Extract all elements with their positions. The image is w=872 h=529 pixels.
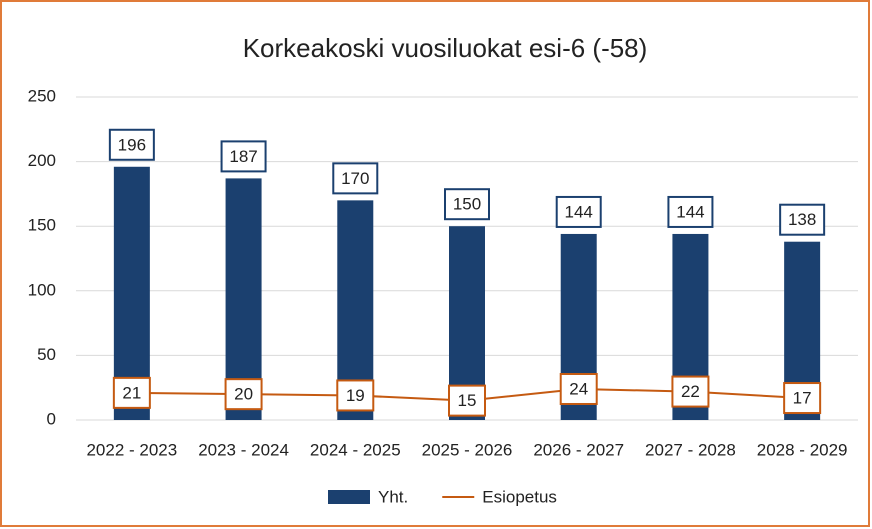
data-label-box [555, 195, 602, 228]
data-label: 187 [229, 147, 257, 166]
x-tick-label: 2027 - 2028 [645, 440, 736, 459]
y-tick-label: 50 [37, 345, 56, 364]
y-tick-label: 200 [28, 151, 56, 170]
data-label: 15 [458, 391, 477, 410]
chart-title: Korkeakoski vuosiluokat esi-6 (-58) [243, 33, 648, 63]
data-label: 22 [681, 382, 700, 401]
data-label: 21 [122, 383, 141, 402]
data-label: 170 [341, 169, 369, 188]
legend-label: Esiopetus [482, 487, 557, 506]
data-label: 24 [569, 379, 588, 398]
data-label-box [444, 188, 490, 221]
x-tick-label: 2026 - 2027 [533, 440, 624, 459]
data-label: 196 [118, 135, 146, 154]
x-tick-label: 2025 - 2026 [422, 440, 513, 459]
legend-swatch [328, 490, 370, 504]
x-tick-label: 2022 - 2023 [86, 440, 177, 459]
data-label-box [667, 195, 714, 228]
y-tick-label: 250 [28, 86, 56, 105]
x-tick-label: 2024 - 2025 [310, 440, 401, 459]
data-label-box [112, 376, 151, 409]
data-label-box [779, 203, 826, 236]
data-label-box [108, 128, 155, 161]
data-label: 150 [453, 195, 481, 214]
data-label-box [448, 384, 486, 417]
x-tick-label: 2023 - 2024 [198, 440, 289, 459]
x-tick-label: 2028 - 2029 [757, 440, 848, 459]
data-label: 19 [346, 386, 365, 405]
data-label-box [220, 140, 267, 173]
data-label: 144 [676, 202, 704, 221]
data-label: 144 [565, 202, 593, 221]
y-tick-label: 100 [28, 280, 56, 299]
data-label-box [671, 375, 710, 408]
y-tick-label: 0 [47, 409, 56, 428]
data-label: 138 [788, 210, 816, 229]
data-label-box [783, 382, 822, 415]
data-label: 20 [234, 385, 253, 404]
legend-label: Yht. [378, 487, 408, 506]
data-label: 17 [793, 389, 812, 408]
data-label-box [332, 162, 379, 195]
y-tick-label: 150 [28, 216, 56, 235]
data-label-box [336, 379, 375, 412]
data-label-box [559, 372, 598, 405]
data-label-box [224, 378, 263, 411]
